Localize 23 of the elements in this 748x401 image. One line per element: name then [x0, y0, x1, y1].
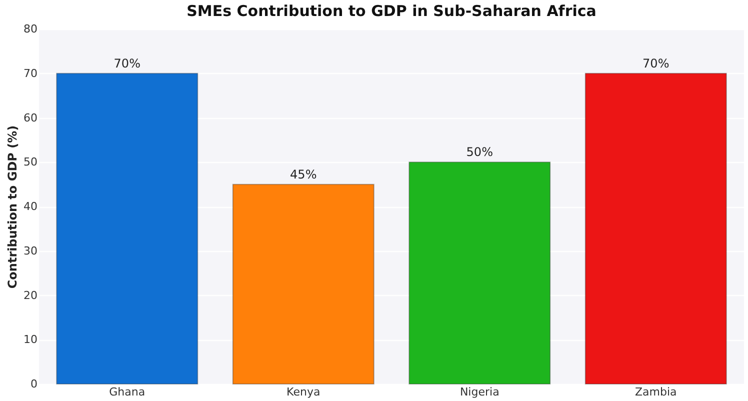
y-tick-label: 70 — [24, 66, 38, 80]
data-label: 50% — [466, 145, 493, 160]
data-label: 70% — [642, 56, 670, 70]
data-label: 70% — [114, 56, 140, 70]
y-tick-label: 40 — [24, 200, 38, 213]
data-label: 45% — [290, 167, 317, 182]
y-tick-label: 50 — [24, 156, 38, 169]
x-tick-label: Kenya — [286, 386, 320, 398]
bar — [56, 72, 198, 384]
y-tick-label: 80 — [24, 22, 38, 36]
bar — [232, 184, 374, 384]
x-tick-label: Nigeria — [460, 386, 500, 398]
x-tick-label: Ghana — [109, 386, 146, 398]
y-tick-label: 20 — [24, 288, 38, 302]
bar — [408, 162, 551, 384]
x-tick-label: Zambia — [634, 386, 677, 398]
y-tick-label: 30 — [24, 244, 38, 258]
y-tick-label: 60 — [24, 111, 38, 124]
y-tick-label: 10 — [24, 333, 38, 346]
bar — [584, 72, 727, 384]
chart-title: SMEs Contribution to GDP in Sub-Saharan Africa — [186, 2, 596, 20]
y-axis-title: Contribution to GDP (%) — [6, 125, 20, 289]
y-tick-label: 0 — [30, 378, 38, 390]
